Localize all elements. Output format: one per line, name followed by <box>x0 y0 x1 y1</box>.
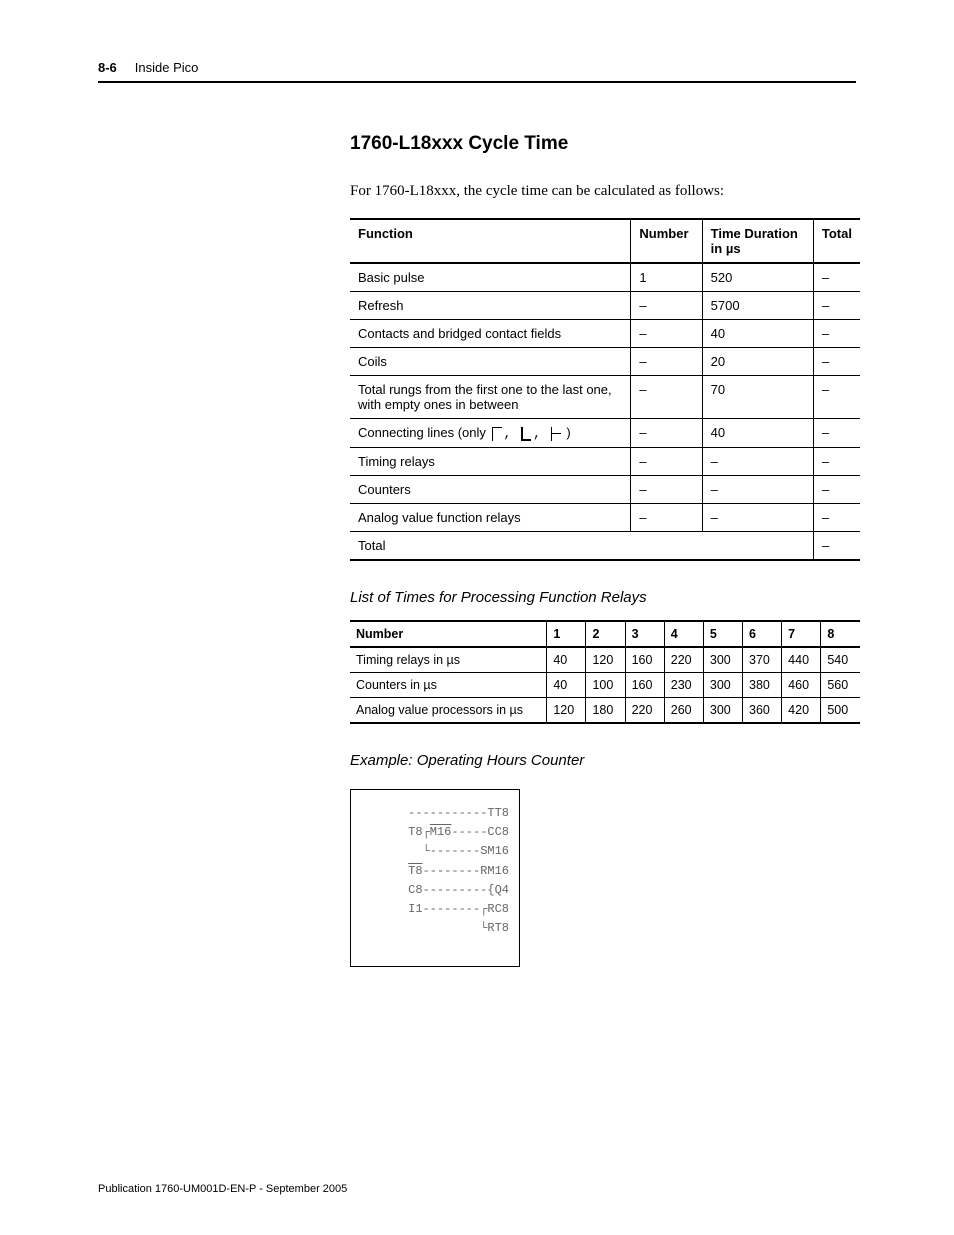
header-rule <box>98 81 856 83</box>
table-header-row: Number 1 2 3 4 5 6 7 8 <box>350 621 860 647</box>
page-title: 1760-L18xxx Cycle Time <box>350 133 860 155</box>
table-header-row: Function Number Time Duration in µs Tota… <box>350 219 860 263</box>
page-header: 8-6 Inside Pico <box>98 60 856 75</box>
intro-text: For 1760-L18xxx, the cycle time can be c… <box>350 183 860 200</box>
table-row: Coils–20– <box>350 348 860 376</box>
publication-footer: Publication 1760-UM001D-EN-P - September… <box>98 1183 347 1195</box>
table-row: Timing relays––– <box>350 448 860 476</box>
table-row: Timing relays in µs 40120160220300370440… <box>350 647 860 673</box>
subheading-times: List of Times for Processing Function Re… <box>350 589 860 606</box>
table-row: Total rungs from the first one to the la… <box>350 376 860 419</box>
total-label: Total <box>350 532 813 561</box>
corner-bottom-left-icon <box>521 427 531 441</box>
col-function: Function <box>350 219 631 263</box>
table-row: Analog value processors in µs 1201802202… <box>350 698 860 724</box>
table-row: Counters––– <box>350 476 860 504</box>
table-row: Connecting lines (only , , ) –40– <box>350 419 860 448</box>
corner-top-left-icon <box>492 427 502 441</box>
tee-right-icon <box>551 427 561 441</box>
table-row: Contacts and bridged contact fields–40– <box>350 320 860 348</box>
col-number-label: Number <box>350 621 547 647</box>
col-total: Total <box>813 219 860 263</box>
table-total-row: Total – <box>350 532 860 561</box>
col-number: Number <box>631 219 702 263</box>
ladder-diagram: -----------TT8 T8┌M16-----CC8 └-------SM… <box>350 789 520 967</box>
total-value: – <box>813 532 860 561</box>
table-row: Counters in µs 40100160230300380460560 <box>350 673 860 698</box>
subheading-example: Example: Operating Hours Counter <box>350 752 860 769</box>
connecting-lines-cell: Connecting lines (only , , ) <box>350 419 631 448</box>
connecting-line-icons: , , <box>490 426 563 441</box>
cycle-time-table: Function Number Time Duration in µs Tota… <box>350 218 860 561</box>
table-row: Analog value function relays––– <box>350 504 860 532</box>
table-row: Refresh–5700– <box>350 292 860 320</box>
table-row: Basic pulse1520– <box>350 263 860 292</box>
processing-times-table: Number 1 2 3 4 5 6 7 8 Timing relays in … <box>350 620 860 724</box>
section-title: Inside Pico <box>135 60 199 75</box>
content-area: 1760-L18xxx Cycle Time For 1760-L18xxx, … <box>350 133 860 967</box>
page-number: 8-6 <box>98 60 117 75</box>
col-duration: Time Duration in µs <box>702 219 813 263</box>
